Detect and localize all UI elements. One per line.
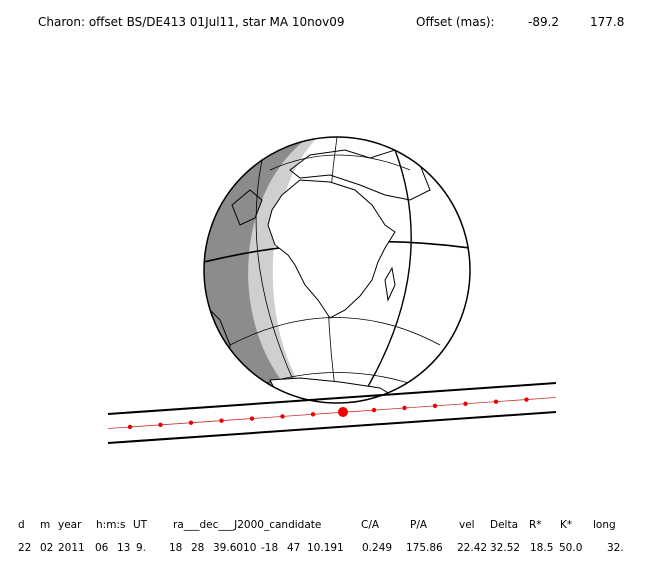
time-dot — [158, 422, 163, 428]
column-header: vel — [459, 519, 475, 531]
time-dot — [371, 407, 377, 413]
cell: 22 — [18, 542, 31, 554]
column-header: P/A — [410, 519, 428, 531]
title: Charon: offset BS/DE413 01Jul11, star MA… — [38, 15, 344, 29]
offset-value: 177.8 — [590, 15, 624, 29]
time-dot — [310, 412, 316, 417]
cell: 10.191 — [307, 542, 344, 554]
time-dot — [280, 414, 285, 419]
globe — [204, 137, 470, 403]
cell: 22.42 — [457, 542, 487, 554]
cell: -18 — [261, 542, 278, 554]
globe-outline — [203, 136, 471, 404]
cell: 06 — [95, 542, 109, 554]
time-dot — [493, 399, 499, 404]
event-table: d m year h:m:s UT ra___dec___J2000_candidate C… — [18, 519, 624, 554]
offset-value: -89.2 — [528, 15, 559, 29]
cell: 32.52 — [490, 542, 520, 554]
time-dot — [127, 424, 133, 430]
column-header: long — [593, 519, 616, 531]
cell: 28 — [191, 542, 204, 554]
time-dot — [524, 397, 529, 402]
offset-label: Offset (mas): — [416, 15, 495, 29]
column-header: C/A — [361, 519, 380, 531]
cell: 13 — [117, 542, 130, 554]
time-dot — [188, 420, 194, 425]
cell: 02 — [40, 542, 53, 554]
time-dot — [402, 405, 407, 411]
closest-approach — [338, 407, 348, 417]
column-header: R* — [529, 519, 542, 531]
column-header: UT — [133, 519, 148, 531]
time-dot — [432, 403, 438, 409]
column-header: h:m:s — [96, 519, 125, 531]
cell: 50.0 — [559, 542, 582, 554]
cell: 18.5 — [530, 542, 553, 554]
column-header: Delta — [490, 519, 518, 531]
path-limit — [107, 382, 557, 415]
column-header: K* — [560, 519, 572, 531]
column-header: d — [18, 519, 25, 531]
cell: 18 — [169, 542, 182, 554]
cell: 9. — [136, 542, 146, 554]
time-dot — [249, 416, 255, 421]
cell: 2011 — [58, 542, 85, 554]
cell: 32. — [607, 542, 624, 554]
column-header: m — [40, 519, 50, 531]
cell: 175.86 — [406, 542, 443, 554]
cell: 0.249 — [362, 542, 392, 554]
time-dot — [219, 418, 224, 423]
time-dot — [463, 401, 468, 406]
cell: 47 — [287, 542, 300, 554]
column-header: year — [58, 519, 82, 531]
time-markers — [127, 397, 529, 430]
column-header: ra___dec___J2000_candidate — [173, 519, 321, 531]
path-limit — [107, 411, 557, 444]
centre-line — [107, 397, 557, 429]
cell: 39.6010 — [213, 542, 256, 554]
